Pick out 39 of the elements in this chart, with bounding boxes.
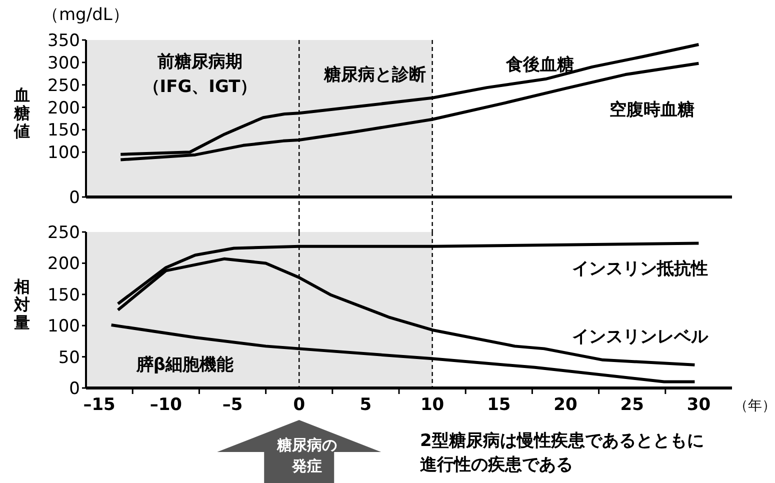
y-tick-label: 150	[48, 285, 80, 306]
y-tick-label: 300	[48, 53, 80, 74]
y-tick-label: 200	[48, 254, 80, 274]
y-tick-label: 50	[58, 348, 80, 368]
x-tick-label: –10	[150, 395, 182, 415]
series-label: 空腹時血糖	[610, 100, 694, 120]
text: （mg/dL）	[42, 5, 130, 25]
annotation: 前糖尿病期	[156, 52, 242, 72]
y-axis-title: 相対量	[13, 277, 30, 332]
x-tick-label: 5	[360, 395, 372, 415]
x-tick-label: 25	[620, 395, 644, 415]
x-tick-label: 0	[293, 395, 306, 415]
y-tick-label: 150	[48, 120, 80, 141]
x-tick-label: 30	[686, 395, 711, 415]
x-tick-label: –15	[83, 395, 116, 415]
text: 2型糖尿病は慢性疾患であるとともに	[420, 431, 704, 451]
x-tick-label: –5	[222, 395, 243, 415]
y-axis-title: 血糖値	[13, 86, 30, 140]
text: 糖尿病の	[276, 436, 337, 454]
y-tick-label: 100	[48, 316, 80, 337]
text: 発症	[291, 457, 322, 475]
annotation: （IFG、IGT）	[142, 77, 258, 97]
series-label: インスリン抵抗性	[572, 259, 708, 279]
x-axis-title: （年）	[734, 398, 775, 414]
y-tick-label: 350	[48, 31, 80, 51]
series-label: 食後血糖	[505, 55, 574, 75]
y-tick-label: 0	[69, 379, 80, 399]
y-tick-label: 0	[69, 188, 80, 208]
series-label: インスリンレベル	[572, 327, 709, 347]
x-tick-label: 15	[487, 395, 511, 415]
x-tick-label: 20	[554, 395, 578, 415]
y-tick-label: 250	[48, 223, 80, 243]
x-tick-label: 10	[420, 395, 444, 415]
series-label: 膵β細胞機能	[135, 355, 234, 375]
y-tick-label: 200	[48, 98, 80, 118]
y-tick-label: 250	[48, 76, 80, 96]
text: 進行性の疾患である	[420, 455, 573, 475]
annotation: 糖尿病と診断	[323, 65, 426, 85]
y-tick-label: 100	[48, 143, 80, 164]
